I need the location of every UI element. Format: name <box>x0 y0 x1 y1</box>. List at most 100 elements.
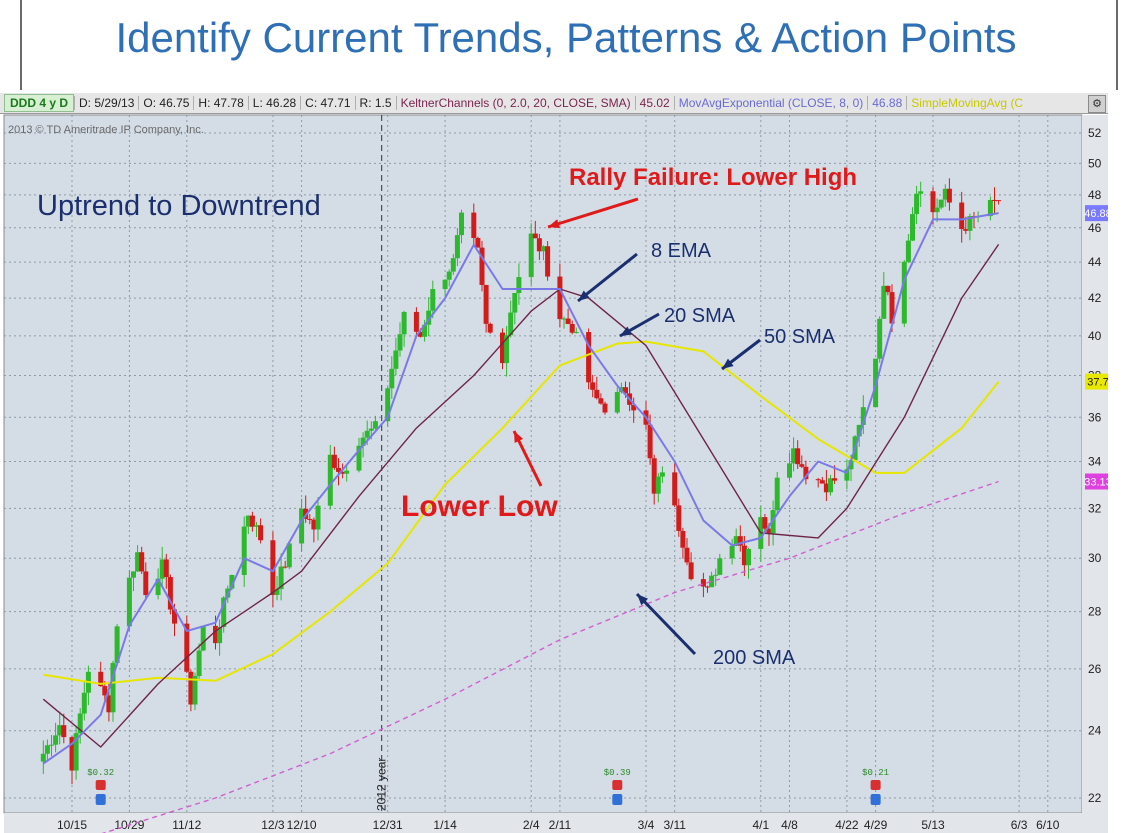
candle-up <box>360 437 366 446</box>
x-tick-label: 3/11 <box>663 818 686 832</box>
candle-up <box>442 279 448 290</box>
candle-up <box>709 575 715 588</box>
time-axis <box>4 813 1108 833</box>
candle-down <box>631 404 637 411</box>
keltner-study-value: 45.02 <box>634 96 674 110</box>
candle-down <box>213 625 218 644</box>
candle-down <box>996 200 1002 202</box>
dividend-icon[interactable] <box>612 794 623 805</box>
candle-up <box>192 676 198 705</box>
candle-down <box>647 424 653 459</box>
dividend-icon[interactable] <box>95 794 106 805</box>
ema8-line <box>42 212 999 765</box>
x-tick-label: 12/10 <box>287 818 317 832</box>
lower-low-arrow-head <box>514 431 524 443</box>
candle-down <box>700 579 706 587</box>
candle-down <box>930 191 936 213</box>
price-chart: 2224262830323436384042444648505210/1510/… <box>3 114 1108 833</box>
price-badge <box>1085 473 1108 490</box>
x-tick-label: 3/4 <box>638 818 655 832</box>
candle-up <box>40 753 46 762</box>
candle-up <box>430 289 436 311</box>
candle-up <box>987 199 993 217</box>
candle-down <box>102 686 108 696</box>
rally-arrow-head <box>548 219 560 229</box>
candle-up <box>848 460 854 470</box>
annotation-lower-low: Lower Low <box>401 490 558 523</box>
x-tick-label: 11/12 <box>172 818 201 832</box>
annotation-200sma: 200 SMA <box>713 647 796 669</box>
candle-down <box>557 276 563 320</box>
annotation-8ema: 8 EMA <box>651 240 712 262</box>
ema-study-label[interactable]: MovAvgExponential (CLOSE, 8, 0) <box>673 96 868 110</box>
candle-down <box>532 233 538 239</box>
frame-right-border <box>1116 0 1118 90</box>
sma200-line <box>101 480 999 833</box>
candle-up <box>516 277 522 294</box>
y-tick-label: 46 <box>1088 221 1102 235</box>
symbol-selector[interactable]: DDD 4 y D <box>4 94 75 112</box>
ema-study-value: 46.88 <box>867 96 906 110</box>
price-axis <box>1082 115 1108 813</box>
y-tick-label: 48 <box>1088 188 1102 202</box>
candle-up <box>614 392 620 413</box>
candle-down <box>594 389 600 399</box>
x-tick-label: 1/14 <box>433 818 457 832</box>
dividend-label: $0.39 <box>604 768 631 778</box>
candle-up <box>655 476 661 494</box>
x-tick-label: 12/3 <box>261 818 285 832</box>
candle-down <box>311 519 317 530</box>
candle-up <box>881 285 887 319</box>
candle-down <box>184 623 190 672</box>
price-badge-label: 37.7 <box>1087 377 1108 389</box>
candle-up <box>77 713 83 734</box>
candle-up <box>315 505 321 530</box>
candle-up <box>942 188 948 200</box>
candle-down <box>741 545 747 566</box>
candle-up <box>81 692 87 714</box>
candle-up <box>155 578 161 596</box>
candle-up <box>573 332 579 334</box>
y-tick-label: 28 <box>1088 605 1102 619</box>
keltner-study-label[interactable]: KeltnerChannels (0, 2.0, 20, CLOSE, SMA) <box>395 96 635 110</box>
candle-down <box>688 562 694 580</box>
earnings-icon[interactable] <box>95 780 106 790</box>
candle-down <box>799 464 805 467</box>
candle-up <box>938 199 944 208</box>
x-tick-label: 6/10 <box>1036 818 1060 832</box>
candle-up <box>131 571 136 578</box>
candle-down <box>815 479 821 481</box>
candle-up <box>327 454 333 506</box>
candle-up <box>561 318 567 320</box>
candle-up <box>44 745 50 754</box>
candle-up <box>385 388 391 422</box>
candle-up <box>828 478 833 493</box>
candle-up <box>73 733 79 771</box>
candle-down <box>471 212 477 238</box>
earnings-icon[interactable] <box>612 780 623 790</box>
candle-down <box>795 448 801 465</box>
candle-up <box>512 293 518 313</box>
candle-down <box>737 536 743 546</box>
candle-up <box>901 261 907 324</box>
chart-settings-icon[interactable]: ⚙ <box>1088 95 1106 113</box>
candle-down <box>336 467 341 472</box>
frame-left-border <box>20 0 22 90</box>
y-tick-label: 36 <box>1088 410 1102 424</box>
candle-up <box>110 662 116 713</box>
candle-up <box>368 428 374 431</box>
candle-up <box>221 597 227 627</box>
dividend-icon[interactable] <box>870 794 881 805</box>
candle-down <box>258 525 264 541</box>
y-tick-label: 50 <box>1088 156 1102 170</box>
candle-up <box>856 424 862 437</box>
candle-up <box>504 335 510 364</box>
sma-study-label[interactable]: SimpleMovingAvg (C <box>906 96 1027 110</box>
earnings-icon[interactable] <box>870 780 881 790</box>
candle-up <box>877 318 883 359</box>
candle-up <box>934 207 940 213</box>
x-tick-label: 4/8 <box>781 818 798 832</box>
candle-up <box>918 191 924 194</box>
candle-up <box>844 469 850 481</box>
candle-down <box>766 528 772 534</box>
